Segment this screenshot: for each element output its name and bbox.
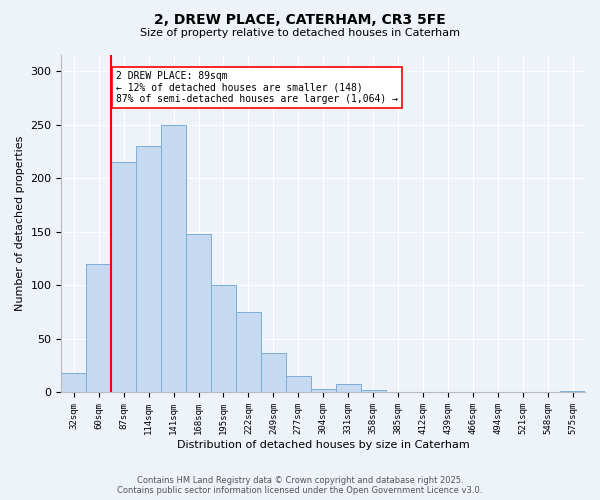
Y-axis label: Number of detached properties: Number of detached properties (15, 136, 25, 312)
Bar (335, 384, 361, 392)
Bar (61, 373, 86, 392)
Text: 2, DREW PLACE, CATERHAM, CR3 5FE: 2, DREW PLACE, CATERHAM, CR3 5FE (154, 12, 446, 26)
Bar (186, 234, 211, 392)
Bar (361, 390, 386, 392)
Bar (161, 124, 186, 392)
Bar (261, 353, 286, 393)
Bar (211, 286, 236, 393)
Text: Contains HM Land Registry data © Crown copyright and database right 2025.
Contai: Contains HM Land Registry data © Crown c… (118, 476, 482, 495)
Bar (136, 146, 161, 392)
Text: 2 DREW PLACE: 89sqm
← 12% of detached houses are smaller (148)
87% of semi-detac: 2 DREW PLACE: 89sqm ← 12% of detached ho… (116, 71, 398, 104)
Bar (86, 264, 111, 392)
Bar (311, 390, 335, 392)
Bar (236, 312, 261, 392)
Bar (111, 162, 136, 392)
X-axis label: Distribution of detached houses by size in Caterham: Distribution of detached houses by size … (177, 440, 470, 450)
Bar (286, 376, 311, 392)
Text: Size of property relative to detached houses in Caterham: Size of property relative to detached ho… (140, 28, 460, 38)
